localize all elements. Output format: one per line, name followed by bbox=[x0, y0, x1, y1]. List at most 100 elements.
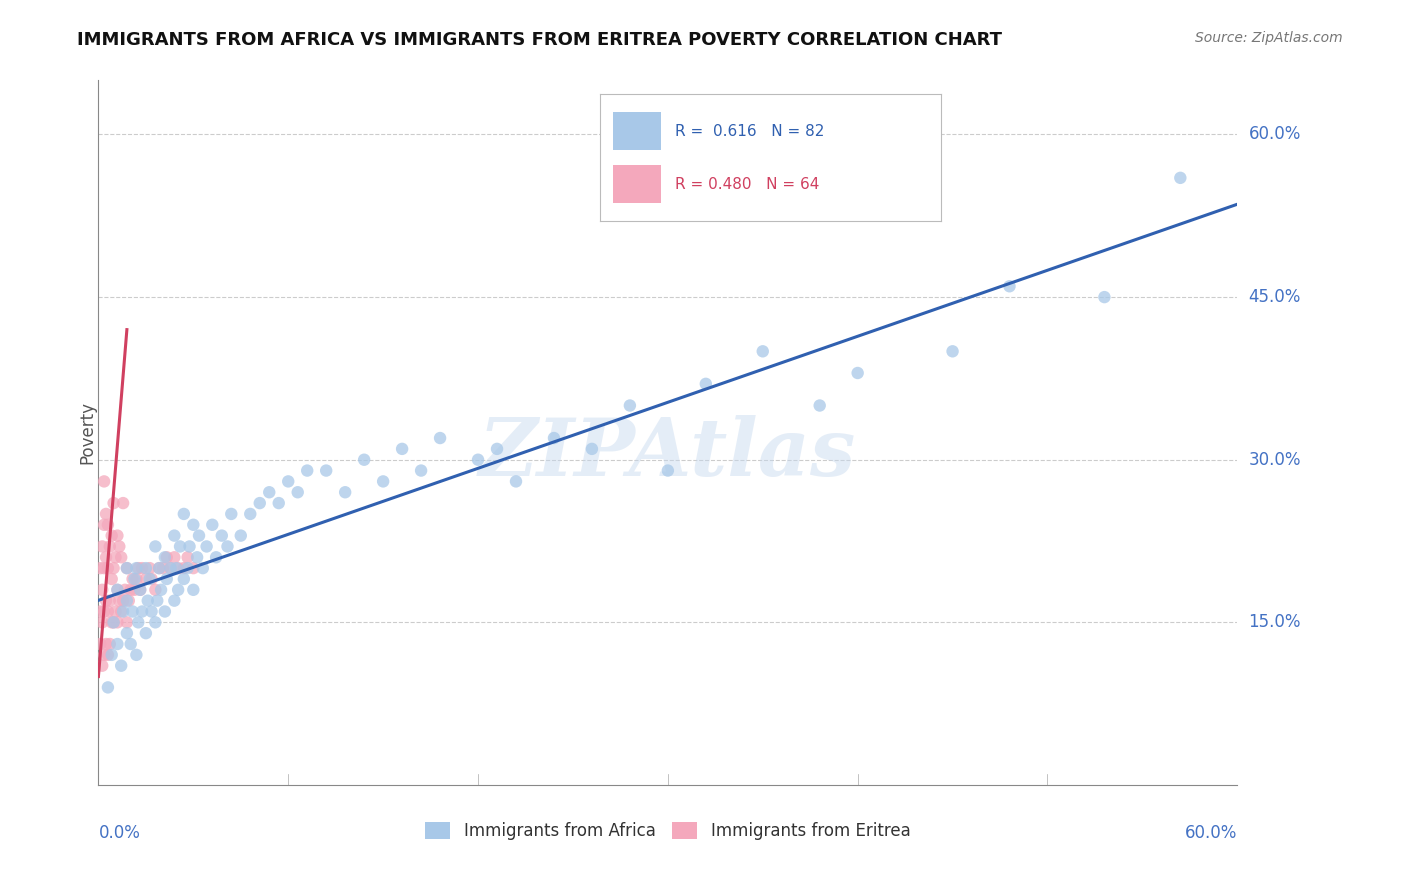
Point bbox=[118, 593, 141, 607]
Point bbox=[179, 540, 201, 554]
Point bbox=[93, 648, 115, 662]
Point bbox=[173, 572, 195, 586]
Point bbox=[107, 528, 129, 542]
Point bbox=[153, 605, 176, 619]
Point bbox=[97, 517, 120, 532]
Point bbox=[138, 561, 160, 575]
Point bbox=[112, 496, 135, 510]
Point bbox=[110, 658, 132, 673]
Point bbox=[125, 561, 148, 575]
Point bbox=[121, 605, 143, 619]
Point bbox=[619, 399, 641, 413]
Point bbox=[141, 605, 163, 619]
Point bbox=[108, 593, 131, 607]
Point bbox=[229, 528, 252, 542]
Point bbox=[91, 615, 114, 630]
Point bbox=[183, 582, 205, 597]
Point bbox=[315, 464, 337, 478]
Point bbox=[239, 507, 262, 521]
Point bbox=[148, 561, 170, 575]
Point bbox=[135, 572, 157, 586]
Point bbox=[167, 561, 190, 575]
Point bbox=[176, 550, 198, 565]
Point bbox=[277, 475, 299, 489]
Point bbox=[188, 528, 211, 542]
Point bbox=[125, 648, 148, 662]
Point bbox=[107, 582, 129, 597]
Point bbox=[195, 540, 218, 554]
Point bbox=[124, 582, 146, 597]
Point bbox=[152, 561, 174, 575]
Text: IMMIGRANTS FROM AFRICA VS IMMIGRANTS FROM ERITREA POVERTY CORRELATION CHART: IMMIGRANTS FROM AFRICA VS IMMIGRANTS FRO… bbox=[77, 31, 1002, 49]
Point bbox=[104, 605, 127, 619]
Point bbox=[411, 464, 433, 478]
Point bbox=[138, 572, 160, 586]
Point bbox=[125, 572, 148, 586]
Point bbox=[391, 442, 413, 456]
Point bbox=[97, 605, 120, 619]
Point bbox=[163, 550, 186, 565]
Point bbox=[173, 507, 195, 521]
Point bbox=[752, 344, 775, 359]
Point bbox=[93, 475, 115, 489]
Point bbox=[145, 615, 167, 630]
Point bbox=[1170, 170, 1192, 185]
Point bbox=[135, 561, 157, 575]
Point bbox=[183, 517, 205, 532]
Point bbox=[94, 507, 117, 521]
Point bbox=[581, 442, 603, 456]
Point bbox=[110, 605, 132, 619]
Point bbox=[121, 572, 143, 586]
Point bbox=[115, 561, 138, 575]
Point bbox=[89, 637, 111, 651]
Point bbox=[942, 344, 965, 359]
Text: 60.0%: 60.0% bbox=[1185, 824, 1237, 842]
Point bbox=[100, 615, 122, 630]
Point bbox=[100, 648, 122, 662]
Point bbox=[91, 658, 114, 673]
Point bbox=[156, 550, 179, 565]
Point bbox=[176, 561, 198, 575]
Point bbox=[112, 605, 135, 619]
Point bbox=[103, 615, 125, 630]
Point bbox=[129, 582, 152, 597]
Point bbox=[98, 637, 121, 651]
Point bbox=[167, 582, 190, 597]
Point bbox=[169, 540, 191, 554]
Point bbox=[131, 561, 153, 575]
Point bbox=[186, 550, 208, 565]
Point bbox=[112, 593, 135, 607]
Point bbox=[124, 572, 146, 586]
Point bbox=[150, 582, 173, 597]
Point bbox=[153, 550, 176, 565]
Text: 0.0%: 0.0% bbox=[98, 824, 141, 842]
Point bbox=[107, 615, 129, 630]
Point bbox=[146, 593, 169, 607]
Point bbox=[97, 561, 120, 575]
Point bbox=[98, 593, 121, 607]
Point bbox=[543, 431, 565, 445]
Point bbox=[467, 452, 489, 467]
Point bbox=[205, 550, 228, 565]
Point bbox=[107, 582, 129, 597]
Point bbox=[135, 626, 157, 640]
Point bbox=[486, 442, 509, 456]
Point bbox=[103, 496, 125, 510]
Point bbox=[115, 561, 138, 575]
Point bbox=[173, 561, 195, 575]
Point bbox=[221, 507, 243, 521]
Point bbox=[120, 582, 142, 597]
Point bbox=[94, 593, 117, 607]
Point bbox=[156, 572, 179, 586]
Point bbox=[287, 485, 309, 500]
Point bbox=[115, 615, 138, 630]
Point bbox=[114, 582, 136, 597]
Text: 60.0%: 60.0% bbox=[1249, 126, 1301, 144]
Point bbox=[145, 582, 167, 597]
Point bbox=[163, 593, 186, 607]
Y-axis label: Poverty: Poverty bbox=[79, 401, 96, 464]
Point bbox=[98, 540, 121, 554]
Point bbox=[93, 561, 115, 575]
Point bbox=[94, 550, 117, 565]
Point bbox=[159, 561, 181, 575]
